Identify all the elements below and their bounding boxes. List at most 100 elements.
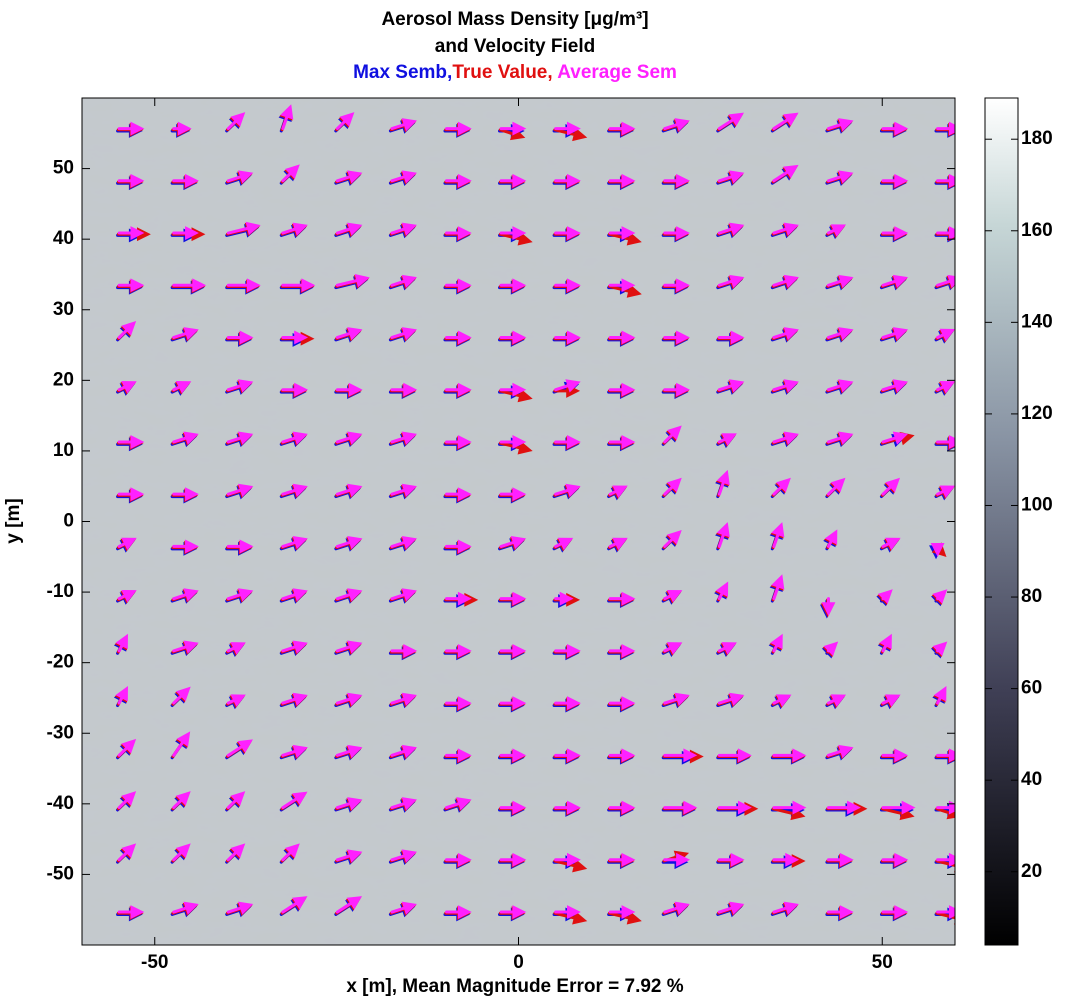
velocity-arrow bbox=[663, 226, 690, 240]
velocity-arrow bbox=[445, 539, 472, 554]
velocity-arrow bbox=[663, 901, 690, 915]
velocity-arrow bbox=[390, 327, 418, 341]
y-tick-label: 10 bbox=[53, 440, 74, 461]
velocity-arrow bbox=[226, 539, 254, 554]
colorbar-tick-label: 140 bbox=[1021, 311, 1053, 332]
velocity-arrow bbox=[226, 901, 254, 915]
velocity-arrow bbox=[608, 696, 636, 711]
velocity-arrow bbox=[715, 581, 729, 601]
velocity-arrow bbox=[717, 274, 745, 289]
y-tick-label: -10 bbox=[47, 581, 74, 602]
velocity-arrow bbox=[335, 849, 363, 863]
velocity-arrow bbox=[663, 589, 683, 603]
y-tick-label: -30 bbox=[47, 722, 74, 743]
velocity-arrow bbox=[554, 800, 581, 815]
velocity-arrow bbox=[553, 127, 588, 142]
velocity-arrow bbox=[936, 485, 955, 498]
velocity-arrow bbox=[717, 692, 745, 706]
velocity-arrow bbox=[390, 170, 418, 184]
velocity-arrow bbox=[390, 382, 418, 397]
velocity-arrow bbox=[117, 905, 145, 919]
velocity-arrow bbox=[226, 483, 254, 497]
velocity-arrow bbox=[717, 170, 745, 184]
density-texture bbox=[82, 98, 955, 945]
velocity-arrow bbox=[554, 748, 581, 763]
velocity-arrow bbox=[932, 641, 948, 657]
velocity-arrow bbox=[115, 686, 128, 705]
velocity-arrow bbox=[445, 121, 472, 136]
velocity-arrow bbox=[226, 379, 254, 393]
velocity-arrow bbox=[826, 852, 854, 867]
velocity-arrow bbox=[826, 905, 854, 919]
velocity-arrow bbox=[445, 643, 472, 658]
velocity-arrow bbox=[772, 477, 791, 496]
velocity-arrow bbox=[172, 640, 199, 654]
velocity-arrow bbox=[335, 797, 363, 811]
velocity-arrow bbox=[226, 278, 261, 293]
legend-entry: Max Semb bbox=[353, 62, 447, 83]
velocity-arrow bbox=[772, 852, 800, 867]
velocity-arrow bbox=[608, 435, 636, 449]
velocity-arrow bbox=[390, 535, 418, 550]
velocity-arrow bbox=[772, 164, 799, 183]
velocity-arrow bbox=[936, 381, 955, 394]
velocity-arrow bbox=[936, 274, 955, 289]
velocity-arrow bbox=[663, 852, 690, 867]
velocity-arrow bbox=[717, 642, 737, 655]
velocity-arrow bbox=[608, 537, 628, 551]
velocity-arrow bbox=[933, 686, 947, 705]
velocity-arrow bbox=[226, 588, 254, 602]
velocity-arrow bbox=[663, 330, 690, 345]
velocity-arrow bbox=[226, 791, 246, 810]
velocity-arrow bbox=[881, 800, 916, 815]
colorbar-tick-label: 20 bbox=[1021, 861, 1042, 882]
velocity-arrow bbox=[608, 485, 628, 498]
velocity-arrow bbox=[335, 170, 363, 184]
velocity-arrow bbox=[281, 330, 309, 345]
velocity-arrow bbox=[281, 278, 316, 293]
velocity-arrow bbox=[554, 483, 581, 497]
velocity-arrow bbox=[608, 643, 636, 658]
y-tick-label: -20 bbox=[47, 652, 74, 673]
velocity-arrow bbox=[281, 535, 308, 550]
velocity-arrow bbox=[498, 388, 533, 403]
velocity-arrow bbox=[445, 435, 472, 449]
velocity-arrow bbox=[826, 379, 854, 393]
velocity-arrow bbox=[663, 382, 690, 397]
velocity-arrow bbox=[281, 692, 308, 706]
velocity-arrow bbox=[826, 170, 854, 184]
velocity-arrow bbox=[826, 694, 847, 707]
velocity-arrow bbox=[608, 382, 636, 397]
velocity-arrow bbox=[499, 748, 527, 763]
velocity-arrow bbox=[281, 382, 309, 397]
velocity-arrow bbox=[226, 221, 261, 236]
velocity-arrow bbox=[281, 431, 308, 445]
velocity-arrow bbox=[554, 852, 581, 867]
velocity-arrow bbox=[281, 164, 300, 183]
legend-entry: True Value bbox=[452, 62, 547, 83]
velocity-arrow bbox=[117, 321, 137, 339]
velocity-arrow bbox=[281, 896, 308, 914]
velocity-arrow bbox=[826, 118, 854, 132]
velocity-arrow bbox=[117, 537, 137, 551]
velocity-arrow bbox=[390, 849, 418, 863]
velocity-arrow bbox=[281, 483, 308, 497]
velocity-arrow bbox=[663, 529, 682, 548]
velocity-arrow bbox=[881, 694, 901, 707]
velocity-arrow bbox=[881, 905, 909, 919]
velocity-arrow bbox=[499, 591, 527, 606]
velocity-arrow bbox=[281, 588, 308, 602]
velocity-arrow bbox=[772, 112, 799, 131]
velocity-arrow bbox=[498, 441, 533, 455]
velocity-arrow bbox=[226, 112, 246, 131]
velocity-arrow bbox=[608, 226, 636, 240]
velocity-arrow bbox=[445, 487, 472, 502]
velocity-arrow bbox=[554, 173, 581, 188]
velocity-arrow bbox=[881, 327, 909, 341]
x-tick-label: 50 bbox=[872, 952, 893, 973]
velocity-arrow bbox=[608, 330, 636, 345]
velocity-arrow bbox=[608, 800, 636, 815]
x-axis-label: x [m], Mean Magnitude Error = 7.92 % bbox=[346, 976, 683, 997]
velocity-arrow bbox=[554, 643, 581, 658]
velocity-arrow bbox=[663, 118, 690, 132]
